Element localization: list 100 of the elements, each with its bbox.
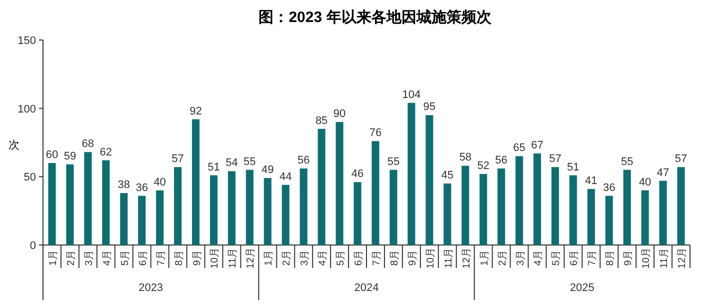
bar xyxy=(623,170,631,245)
bar xyxy=(318,128,326,245)
data-label: 57 xyxy=(674,153,688,166)
y-axis-title: 次 xyxy=(8,140,20,152)
data-label: 85 xyxy=(315,114,328,127)
data-label: 57 xyxy=(549,153,562,166)
data-label: 51 xyxy=(208,161,220,174)
x-tick-label: 9月 xyxy=(192,250,203,266)
text: 2024 xyxy=(354,282,379,294)
bar xyxy=(498,168,506,245)
x-tick-label: 11月 xyxy=(659,248,670,268)
x-tick-label: 1月 xyxy=(48,250,59,266)
data-label: 45 xyxy=(441,170,454,182)
data-label: 95 xyxy=(423,101,436,114)
text: 2023 xyxy=(138,282,164,294)
x-tick-label: 3月 xyxy=(300,250,311,266)
bar xyxy=(372,141,380,245)
bar xyxy=(336,122,344,245)
data-label: 67 xyxy=(531,139,544,152)
x-tick-label: 3月 xyxy=(515,250,526,266)
bar xyxy=(605,196,613,245)
bar xyxy=(462,166,470,245)
data-label: 38 xyxy=(118,179,130,192)
data-label: 57 xyxy=(172,153,184,166)
bar xyxy=(66,164,74,245)
x-tick-label: 11月 xyxy=(228,248,239,268)
bar xyxy=(641,190,649,245)
data-label: 55 xyxy=(244,156,256,168)
data-label: 51 xyxy=(567,161,580,174)
y-tick-label: 0 xyxy=(30,240,36,252)
y-tick-label: 150 xyxy=(18,35,36,47)
bar xyxy=(48,163,56,245)
x-tick-label: 12月 xyxy=(461,247,472,269)
y-tick-label: 100 xyxy=(18,103,36,116)
bar xyxy=(228,171,236,245)
x-tick-label: 12月 xyxy=(677,247,688,269)
x-tick-label: 7月 xyxy=(371,250,382,266)
bar xyxy=(210,175,218,245)
data-label: 65 xyxy=(513,142,526,154)
data-label: 47 xyxy=(656,166,670,179)
bar xyxy=(246,170,254,245)
bar xyxy=(677,167,685,245)
data-label: 76 xyxy=(369,127,382,140)
bar xyxy=(120,193,128,245)
bar xyxy=(587,188,595,245)
data-label: 52 xyxy=(477,160,490,172)
x-tick-label: 2月 xyxy=(66,250,77,266)
y-tick-label: 50 xyxy=(24,172,36,184)
data-label: 55 xyxy=(387,156,400,168)
data-label: 41 xyxy=(585,174,598,187)
data-label: 55 xyxy=(620,156,634,168)
bar xyxy=(569,175,577,245)
data-label: 36 xyxy=(603,182,616,194)
bar xyxy=(138,196,146,245)
chart-title: 图：2023 年以来各地因城施策频次 xyxy=(258,9,492,26)
x-tick-label: 7月 xyxy=(156,250,167,266)
data-label: 92 xyxy=(190,105,202,118)
x-tick-label: 6月 xyxy=(138,250,149,266)
bar xyxy=(533,153,542,245)
x-tick-label: 8月 xyxy=(605,250,616,266)
data-label: 40 xyxy=(154,176,166,188)
bar xyxy=(659,180,667,245)
data-label: 46 xyxy=(351,168,364,180)
data-label: 40 xyxy=(638,176,652,188)
bar xyxy=(354,182,362,245)
bar xyxy=(282,184,290,245)
bar xyxy=(102,160,110,245)
data-label: 58 xyxy=(459,152,472,164)
bar xyxy=(444,184,452,245)
x-tick-label: 5月 xyxy=(551,250,562,266)
bar xyxy=(192,119,200,245)
x-tick-label: 6月 xyxy=(354,250,365,266)
data-label: 54 xyxy=(226,157,238,170)
bar xyxy=(84,152,92,245)
x-tick-label: 10月 xyxy=(210,247,221,269)
x-tick-label: 4月 xyxy=(102,250,113,266)
x-tick-label: 5月 xyxy=(120,250,131,266)
x-tick-label: 3月 xyxy=(84,250,95,266)
x-tick-label: 4月 xyxy=(533,250,544,266)
x-tick-label: 2月 xyxy=(282,250,293,266)
data-label: 104 xyxy=(402,88,421,101)
bar xyxy=(300,168,308,245)
bar xyxy=(264,178,272,245)
bar xyxy=(480,174,488,245)
bar xyxy=(551,167,559,245)
bar xyxy=(174,167,182,245)
x-tick-label: 10月 xyxy=(641,247,652,269)
x-tick-label: 5月 xyxy=(336,250,347,266)
x-tick-label: 9月 xyxy=(407,250,418,266)
x-tick-label: 1月 xyxy=(479,250,490,266)
data-label: 56 xyxy=(495,154,508,166)
bar xyxy=(408,102,416,245)
data-label: 56 xyxy=(297,154,310,166)
x-tick-label: 4月 xyxy=(318,250,329,266)
x-tick-label: 1月 xyxy=(264,250,275,266)
x-tick-label: 2月 xyxy=(497,250,508,266)
x-tick-label: 9月 xyxy=(623,250,634,266)
x-tick-label: 12月 xyxy=(246,247,257,269)
x-tick-label: 8月 xyxy=(174,250,185,266)
data-label: 44 xyxy=(280,170,292,183)
